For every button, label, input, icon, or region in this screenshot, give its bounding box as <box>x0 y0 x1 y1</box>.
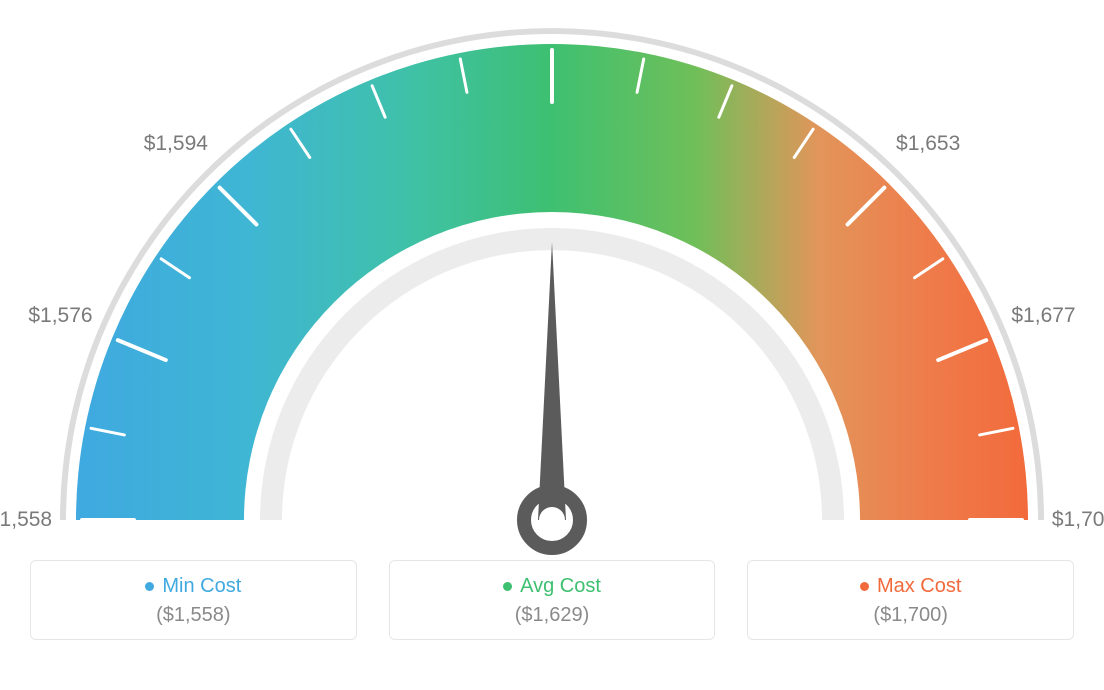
gauge-chart: $1,558$1,576$1,594$1,629$1,653$1,677$1,7… <box>0 0 1104 560</box>
legend-avg: Avg Cost ($1,629) <box>389 560 716 640</box>
legend-max-value: ($1,700) <box>756 604 1065 627</box>
gauge-tick-label: $1,594 <box>144 132 208 156</box>
legend-min-title-text: Min Cost <box>162 575 241 597</box>
gauge-tick-label: $1,558 <box>0 508 52 532</box>
legend-max: Max Cost ($1,700) <box>747 560 1074 640</box>
legend-min: Min Cost ($1,558) <box>30 560 357 640</box>
gauge-svg <box>0 0 1104 560</box>
legend-avg-title-text: Avg Cost <box>520 575 601 597</box>
gauge-tick-label: $1,653 <box>896 132 960 156</box>
legend-max-title: Max Cost <box>756 575 1065 598</box>
legend-avg-title: Avg Cost <box>398 575 707 598</box>
gauge-tick-label: $1,677 <box>1011 304 1075 328</box>
legend-max-title-text: Max Cost <box>877 575 961 597</box>
legend-min-title: Min Cost <box>39 575 348 598</box>
legend-avg-dot-icon <box>503 582 512 591</box>
legend-avg-value: ($1,629) <box>398 604 707 627</box>
legend-min-dot-icon <box>145 582 154 591</box>
legend-max-dot-icon <box>860 582 869 591</box>
gauge-tick-label: $1,576 <box>28 304 92 328</box>
legend-min-value: ($1,558) <box>39 604 348 627</box>
legend-row: Min Cost ($1,558) Avg Cost ($1,629) Max Cost… <box>0 560 1104 640</box>
gauge-tick-label: $1,700 <box>1052 508 1104 532</box>
